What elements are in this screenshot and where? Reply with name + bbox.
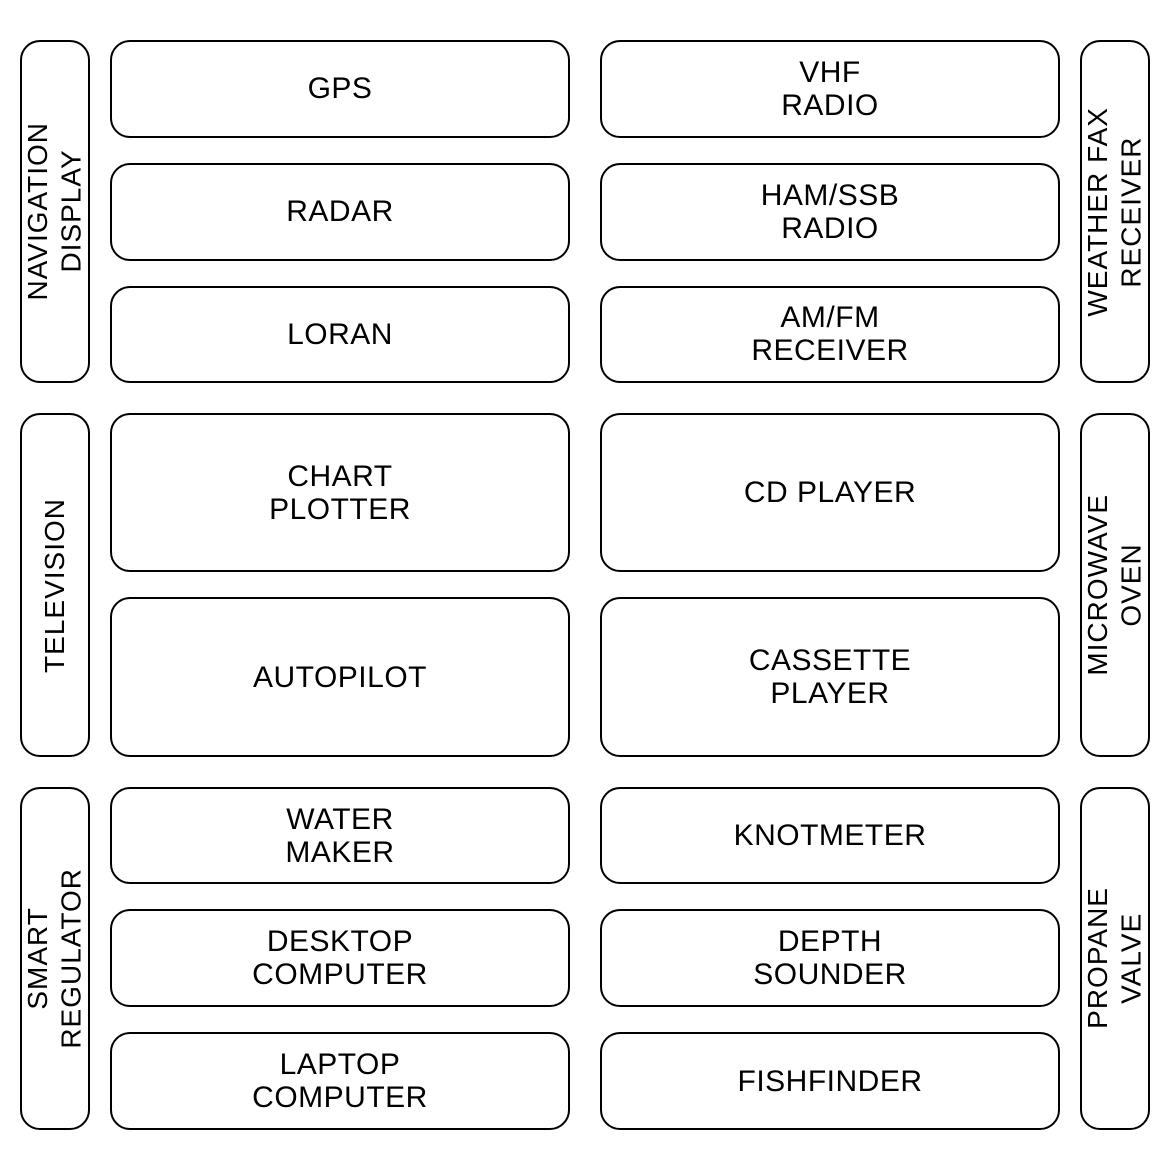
side-label-smart-regulator: SMART REGULATOR — [20, 787, 90, 1130]
side-label-text: WEATHER FAX RECEIVER — [1081, 107, 1148, 317]
label-chart-plotter: CHART PLOTTER — [110, 413, 570, 572]
label-group-2: TELEVISION CHART PLOTTER CD PLAYER AUTOP… — [20, 413, 1150, 756]
label-knotmeter: KNOTMETER — [600, 787, 1060, 885]
label-ham-ssb-radio: HAM/SSB RADIO — [600, 163, 1060, 261]
label-am-fm-receiver: AM/FM RECEIVER — [600, 286, 1060, 384]
side-label-propane-valve: PROPANE VALVE — [1080, 787, 1150, 1130]
label-group-1: NAVIGATION DISPLAY GPS VHF RADIO RADAR H… — [20, 40, 1150, 383]
side-label-text: PROPANE VALVE — [1081, 887, 1148, 1029]
label-cassette-player: CASSETTE PLAYER — [600, 597, 1060, 756]
side-label-text: NAVIGATION DISPLAY — [21, 122, 88, 301]
label-water-maker: WATER MAKER — [110, 787, 570, 885]
label-gps: GPS — [110, 40, 570, 138]
label-laptop-computer: LAPTOP COMPUTER — [110, 1032, 570, 1130]
side-label-text: SMART REGULATOR — [21, 868, 88, 1049]
side-label-weather-fax-receiver: WEATHER FAX RECEIVER — [1080, 40, 1150, 383]
label-sheet: NAVIGATION DISPLAY GPS VHF RADIO RADAR H… — [20, 40, 1150, 1130]
label-loran: LORAN — [110, 286, 570, 384]
side-label-navigation-display: NAVIGATION DISPLAY — [20, 40, 90, 383]
label-autopilot: AUTOPILOT — [110, 597, 570, 756]
side-label-text: MICROWAVE OVEN — [1081, 494, 1148, 676]
side-label-television: TELEVISION — [20, 413, 90, 756]
label-cd-player: CD PLAYER — [600, 413, 1060, 572]
label-group-3: SMART REGULATOR WATER MAKER KNOTMETER DE… — [20, 787, 1150, 1130]
side-label-microwave-oven: MICROWAVE OVEN — [1080, 413, 1150, 756]
label-grid-2: CHART PLOTTER CD PLAYER AUTOPILOT CASSET… — [110, 413, 1060, 756]
label-vhf-radio: VHF RADIO — [600, 40, 1060, 138]
label-desktop-computer: DESKTOP COMPUTER — [110, 909, 570, 1007]
label-grid-3: WATER MAKER KNOTMETER DESKTOP COMPUTER D… — [110, 787, 1060, 1130]
label-radar: RADAR — [110, 163, 570, 261]
label-grid-1: GPS VHF RADIO RADAR HAM/SSB RADIO LORAN … — [110, 40, 1060, 383]
label-fishfinder: FISHFINDER — [600, 1032, 1060, 1130]
side-label-text: TELEVISION — [38, 498, 72, 673]
label-depth-sounder: DEPTH SOUNDER — [600, 909, 1060, 1007]
